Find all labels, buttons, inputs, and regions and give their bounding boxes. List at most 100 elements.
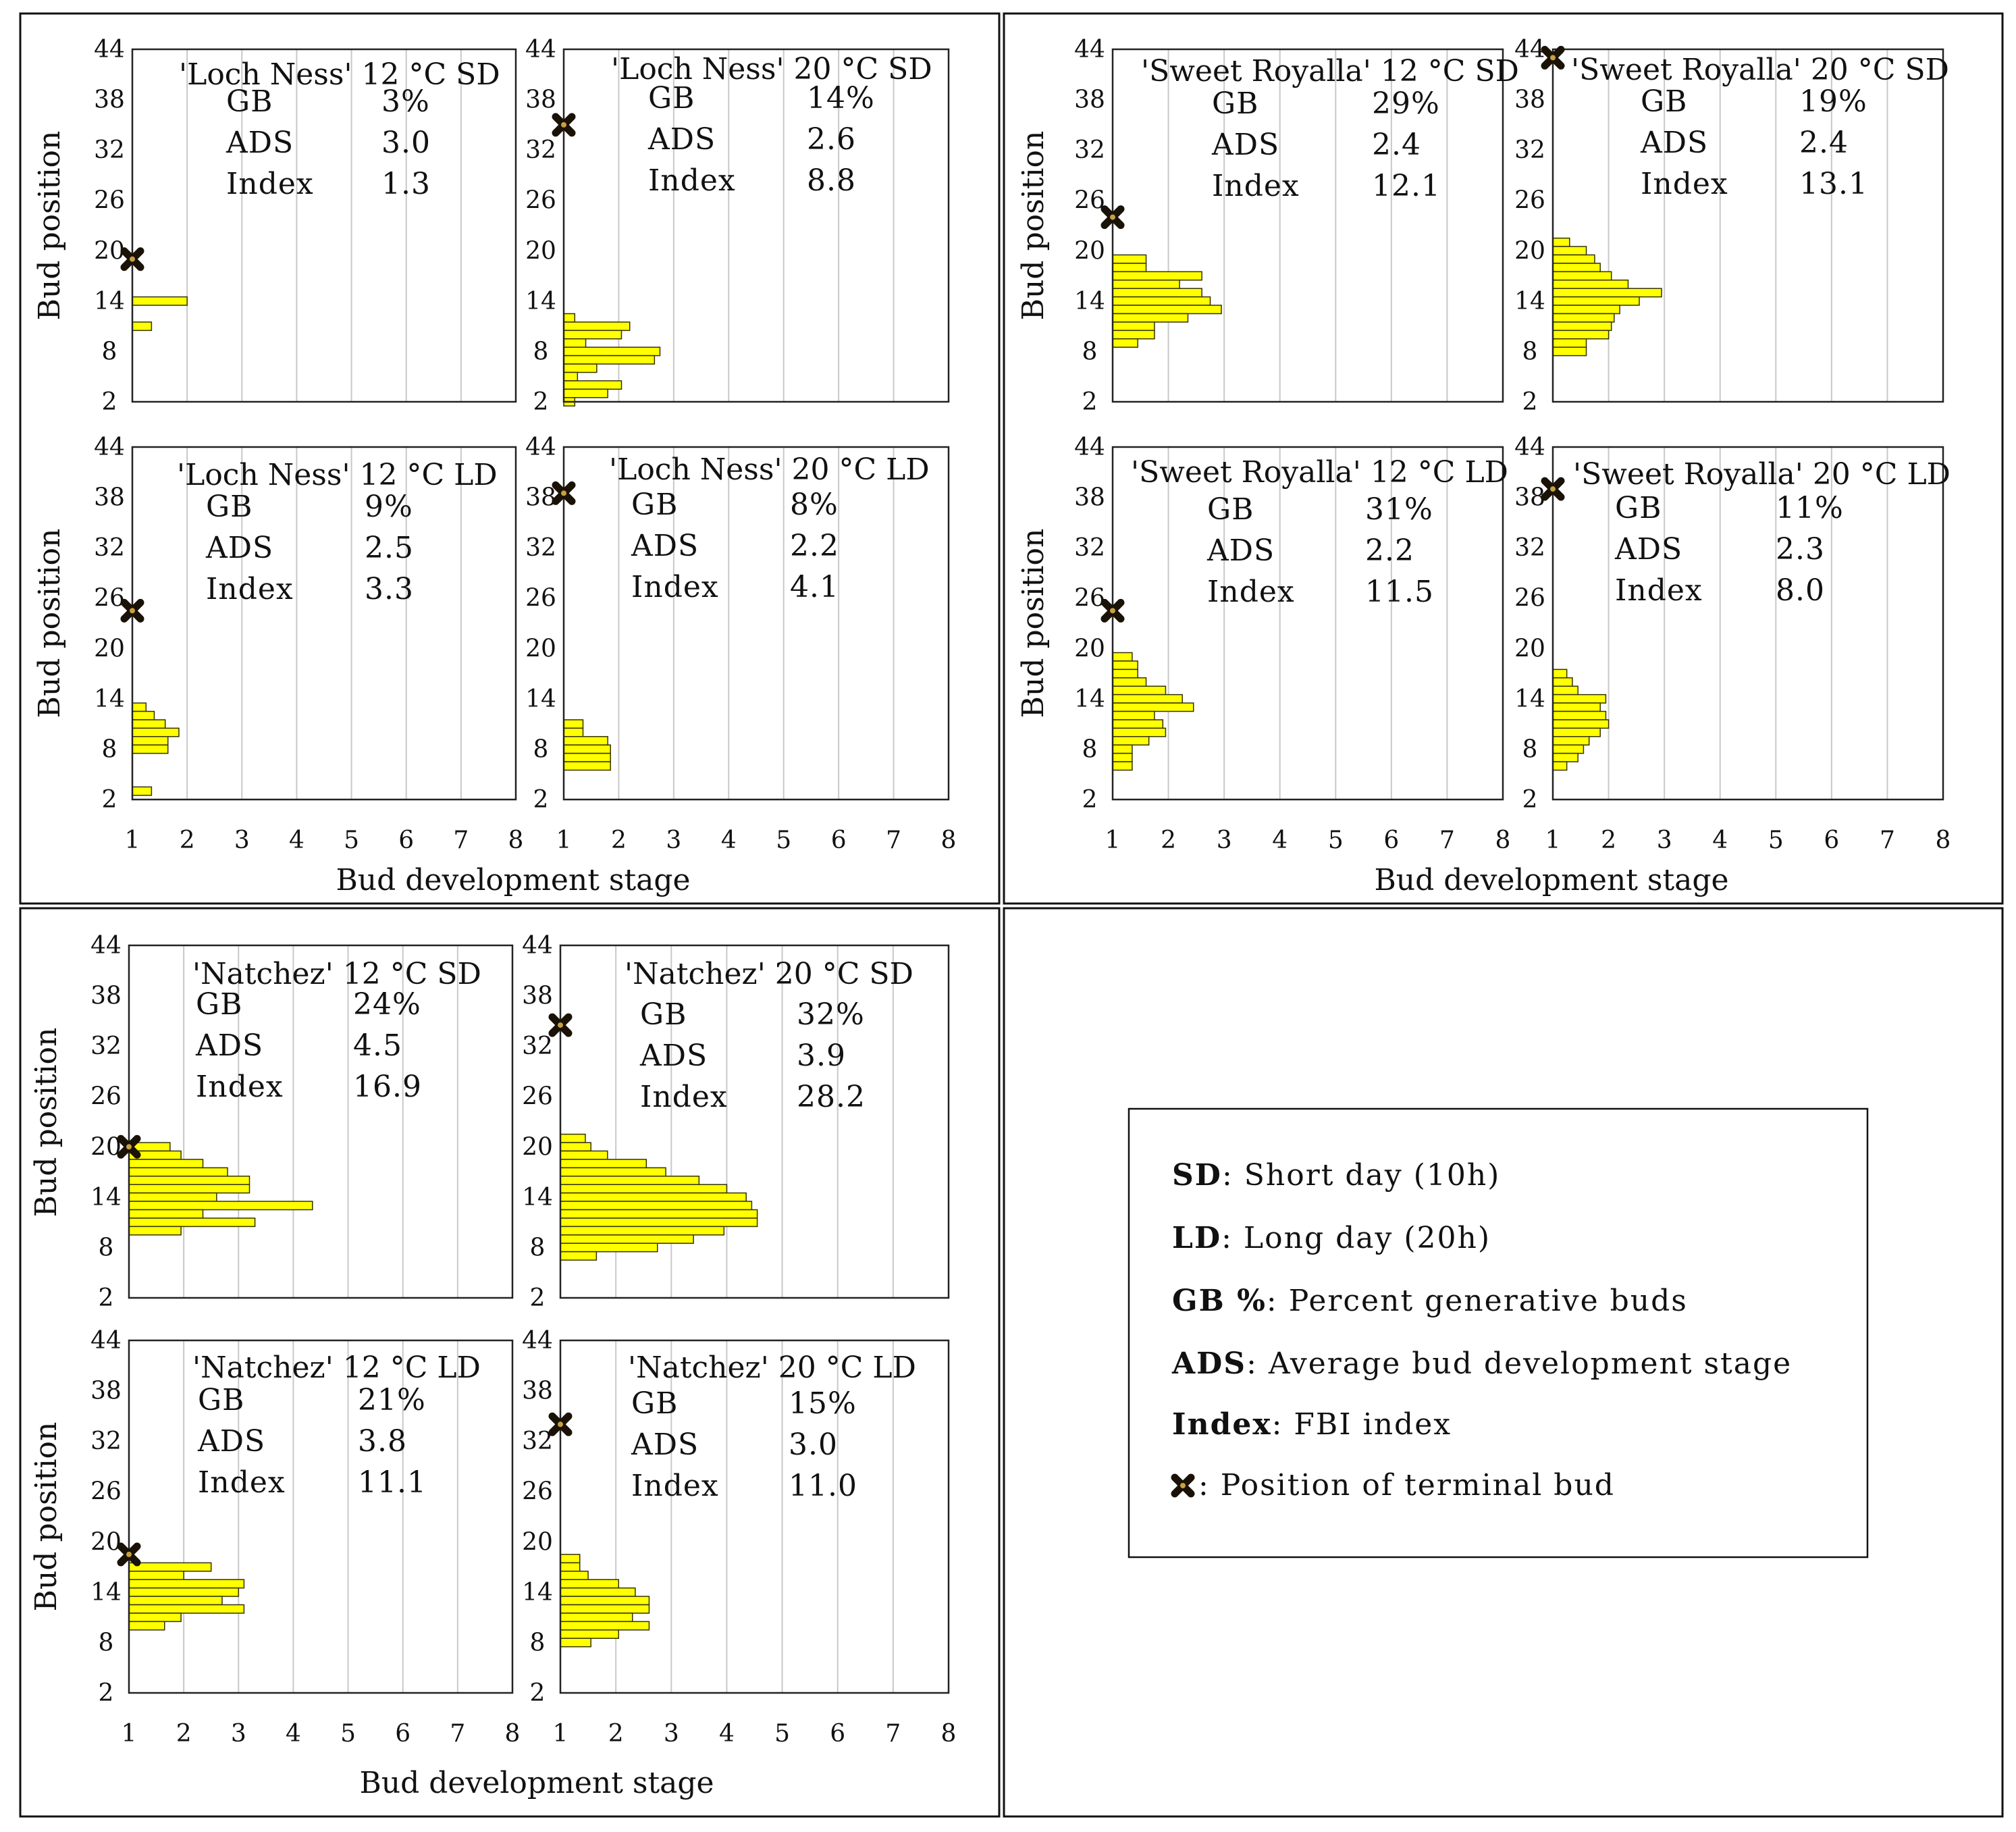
- bar-pos-13: [1552, 305, 1620, 315]
- bar-pos-15: [128, 1184, 250, 1194]
- bar-pos-15: [1552, 288, 1662, 298]
- stat-label: ADS: [195, 1028, 263, 1063]
- bar-pos-12: [128, 1209, 204, 1219]
- terminal-bud-marker: [120, 247, 144, 271]
- stat-value: 8.8: [807, 163, 856, 198]
- bar-pos-12: [1112, 313, 1189, 323]
- stat-label: ADS: [647, 122, 716, 157]
- panel-title: 'Sweet Royalla' 12 °C SD: [1141, 54, 1519, 88]
- y-tick-label: 14: [1514, 685, 1545, 713]
- legend-item-ld: LD: Long day (20h): [1172, 1221, 1491, 1255]
- stat-label: GB: [198, 1383, 244, 1417]
- plot-background: [1553, 447, 1943, 800]
- bar-pos-13: [560, 1201, 753, 1211]
- plot-frame: [128, 1339, 514, 1694]
- y-tick-label: 38: [90, 1378, 122, 1405]
- y-tick-label: 32: [94, 136, 125, 164]
- y-tick-label: 8: [530, 1629, 546, 1656]
- bar-pos-17: [128, 1167, 228, 1177]
- stat-value: 11.1: [358, 1465, 427, 1500]
- x-tick-label: 2: [1161, 827, 1176, 854]
- stat-label: Index: [1615, 573, 1703, 608]
- panel-title: 'Loch Ness' 20 °C SD: [611, 52, 932, 86]
- panel-title: 'Natchez' 20 °C LD: [628, 1351, 916, 1385]
- y-tick-label: 20: [90, 1528, 122, 1556]
- y-axis-title: Bud position: [32, 131, 67, 321]
- bar-pos-19: [1552, 254, 1595, 264]
- y-tick-label: 44: [1514, 434, 1545, 461]
- y-tick-label: 8: [1082, 735, 1098, 763]
- bar-pos-8: [1112, 744, 1133, 754]
- y-tick-label: 14: [1514, 288, 1545, 315]
- bar-pos-19: [1112, 254, 1147, 264]
- bar-pos-14: [1552, 296, 1640, 306]
- x-tick-label: 7: [453, 827, 469, 854]
- bar-pos-11: [132, 719, 166, 729]
- axis-labels: Bud position Bud position Bud position Bud …: [29, 131, 1729, 1800]
- plot-background: [132, 49, 516, 402]
- bar-pos-20: [560, 1142, 591, 1152]
- bar-pos-3: [563, 388, 608, 398]
- y-tick-label: 2: [1082, 388, 1098, 416]
- bar-pos-21: [1552, 237, 1570, 247]
- terminal-bud-marker: [552, 481, 576, 505]
- bar-pos-11: [128, 1613, 182, 1623]
- plot-background: [1113, 447, 1503, 800]
- y-tick-label: 14: [522, 1184, 553, 1211]
- bar-pos-16: [1112, 677, 1147, 687]
- bar-pos-8: [563, 744, 611, 754]
- stat-label: ADS: [1211, 128, 1279, 162]
- bar-pos-14: [132, 296, 188, 306]
- y-tick-label: 32: [1074, 534, 1105, 562]
- y-tick-label: 26: [90, 1478, 122, 1506]
- x-tick-label: 2: [611, 827, 627, 854]
- y-tick-label: 8: [1522, 735, 1538, 763]
- x-tick-label: 8: [941, 827, 957, 854]
- y-tick-label: 14: [525, 685, 556, 713]
- plot-frame: [559, 944, 950, 1299]
- legend-item-ads: ADS: Average bud development stage: [1171, 1346, 1792, 1381]
- bar-pos-9: [132, 736, 169, 745]
- bar-pos-10: [563, 727, 584, 737]
- bar-pos-10: [128, 1226, 182, 1236]
- terminal-bud-icon: [1171, 1473, 1195, 1498]
- x-tick-label: 7: [886, 827, 901, 854]
- y-tick-label: 26: [94, 187, 125, 215]
- y-tick-label: 2: [99, 1679, 114, 1707]
- bar-pos-17: [1112, 271, 1202, 281]
- panel-title: 'Loch Ness' 20 °C LD: [609, 452, 930, 487]
- bar-pos-12: [1552, 710, 1607, 721]
- stat-value: 2.4: [1799, 126, 1849, 160]
- x-tick-label: 6: [831, 827, 847, 854]
- x-tick-label: 2: [180, 827, 195, 854]
- stat-label: Index: [640, 1080, 728, 1114]
- x-tick-label: 4: [721, 827, 737, 854]
- x-tick-label: 1: [1545, 827, 1561, 854]
- y-tick-label: 8: [533, 338, 549, 365]
- y-tick-label: 32: [1514, 534, 1545, 562]
- x-tick-label: 7: [1439, 827, 1455, 854]
- x-tick-label: 8: [508, 827, 524, 854]
- stat-label: Index: [631, 570, 719, 604]
- stat-value: 13.1: [1799, 167, 1868, 201]
- plot-frame: [131, 446, 517, 801]
- y-tick-label: 26: [522, 1478, 553, 1506]
- y-tick-label: 20: [94, 635, 125, 662]
- bar-pos-13: [1552, 702, 1601, 712]
- stat-label: GB: [196, 987, 242, 1022]
- stat-value: 2.5: [365, 531, 414, 565]
- stat-value: 2.4: [1372, 128, 1421, 162]
- bar-pos-12: [128, 1604, 245, 1614]
- bar-pos-18: [1112, 660, 1138, 671]
- y-tick-label: 2: [102, 786, 117, 814]
- y-tick-label: 38: [1514, 484, 1545, 512]
- y-tick-label: 8: [1082, 338, 1098, 365]
- bar-pos-9: [1112, 338, 1138, 348]
- quadrant-frame-legend: [1003, 907, 2004, 1818]
- bar-pos-20: [1552, 246, 1587, 256]
